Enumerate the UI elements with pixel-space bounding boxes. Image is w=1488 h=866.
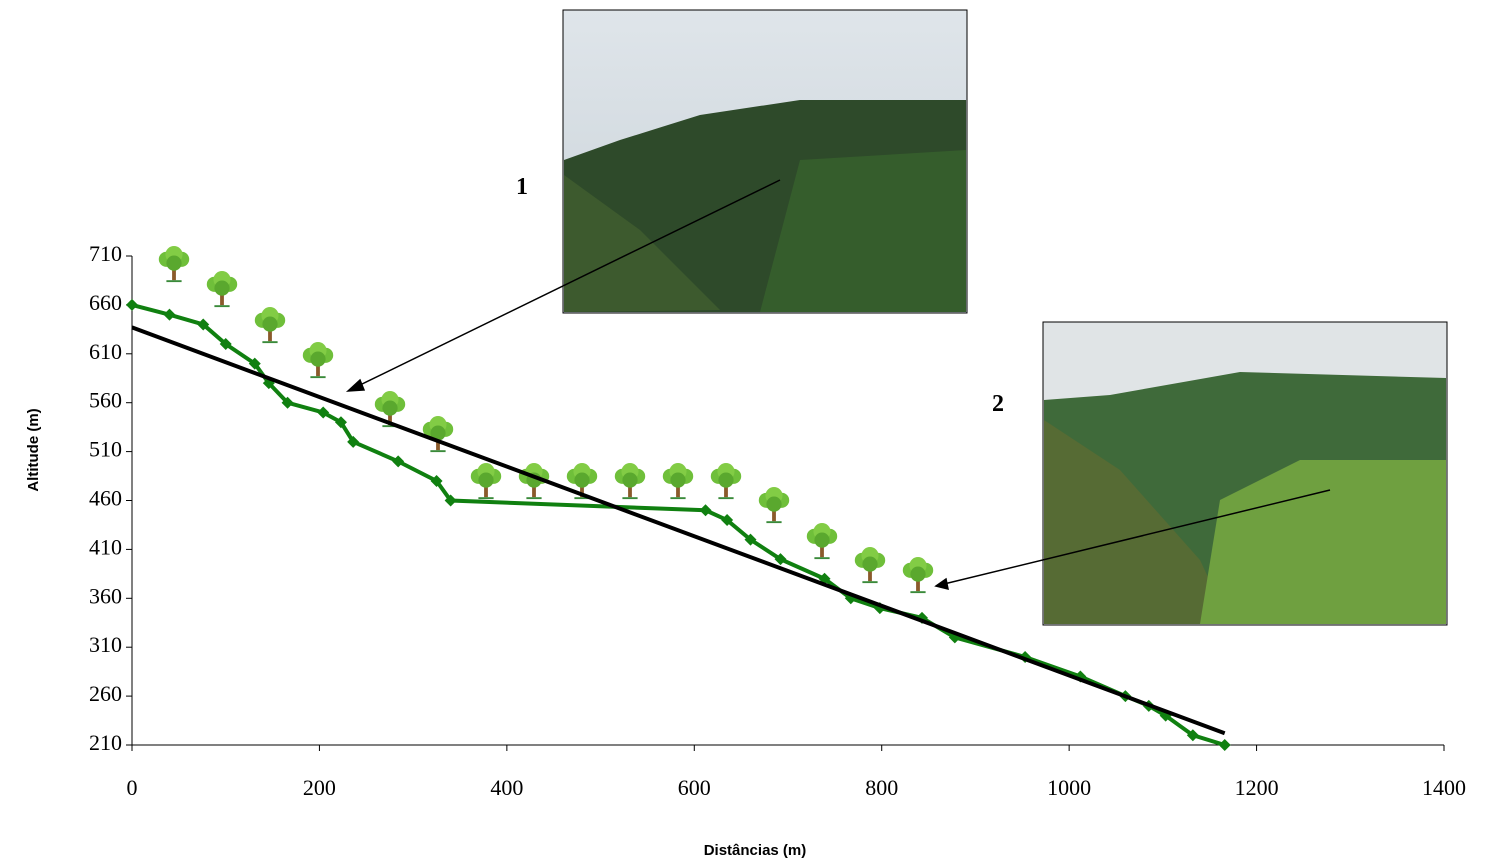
marker [197, 318, 210, 331]
y-tick-label: 310 [89, 632, 122, 657]
marker [721, 514, 734, 527]
tree [613, 463, 647, 500]
marker [1218, 739, 1231, 751]
y-tick-label: 610 [89, 339, 122, 364]
marker [699, 504, 712, 517]
tree [253, 307, 287, 344]
x-tick-label: 1200 [1235, 775, 1279, 800]
x-axis-title: Distâncias (m) [704, 842, 807, 859]
marker [281, 396, 294, 409]
y-tick-label: 560 [89, 388, 122, 413]
y-axis-title: Altitude (m) [25, 408, 42, 491]
y-tick-label: 360 [89, 583, 122, 608]
tree [469, 463, 503, 500]
y-tick-label: 510 [89, 437, 122, 462]
marker [430, 474, 443, 487]
x-tick-label: 0 [127, 775, 138, 800]
x-tick-label: 400 [490, 775, 523, 800]
y-tick-label: 460 [89, 486, 122, 511]
arrows [345, 179, 1331, 591]
x-tick-label: 200 [303, 775, 336, 800]
marker [444, 494, 457, 507]
annotation: 2 [992, 391, 1004, 417]
x-tick-label: 800 [865, 775, 898, 800]
marker [248, 357, 261, 370]
tree [157, 246, 191, 283]
marker [334, 416, 347, 429]
marker [347, 435, 360, 448]
photo-2 [1042, 321, 1448, 626]
marker [317, 406, 330, 419]
y-tick-label: 210 [89, 730, 122, 755]
y-tick-label: 260 [89, 681, 122, 706]
x-tick-label: 1400 [1422, 775, 1466, 800]
marker [163, 308, 176, 321]
y-tick-label: 410 [89, 534, 122, 559]
tree [661, 463, 695, 500]
marker [1186, 729, 1199, 742]
x-tick-label: 600 [678, 775, 711, 800]
marker [392, 455, 405, 468]
tree [709, 463, 743, 500]
tree [757, 487, 791, 524]
tree [301, 342, 335, 379]
marker [774, 553, 787, 566]
annotation: 1 [516, 174, 528, 200]
photo-1 [562, 9, 968, 314]
tree [805, 523, 839, 560]
y-tick-label: 710 [89, 241, 122, 266]
line [131, 325, 1226, 736]
x-tick-label: 1000 [1047, 775, 1091, 800]
marker [219, 338, 232, 351]
marker [126, 298, 138, 311]
tree [901, 557, 935, 594]
marker [744, 533, 757, 546]
y-tick-label: 660 [89, 290, 122, 315]
tree [853, 547, 887, 584]
tree [205, 271, 239, 308]
